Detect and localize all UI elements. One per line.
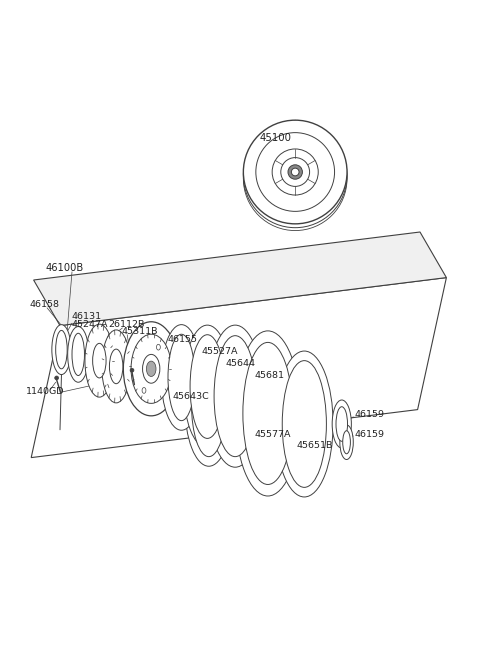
Text: 46131: 46131 xyxy=(71,312,101,321)
Text: 46158: 46158 xyxy=(30,300,60,310)
Ellipse shape xyxy=(56,331,67,369)
Ellipse shape xyxy=(243,342,293,485)
Text: 45577A: 45577A xyxy=(254,430,291,439)
Ellipse shape xyxy=(143,354,160,383)
Text: 46159: 46159 xyxy=(354,430,384,439)
Ellipse shape xyxy=(156,344,160,350)
Ellipse shape xyxy=(288,165,302,179)
Ellipse shape xyxy=(190,335,225,438)
Text: 46159: 46159 xyxy=(354,410,384,419)
Ellipse shape xyxy=(146,361,156,377)
Text: 45644: 45644 xyxy=(226,359,255,367)
Text: 45651B: 45651B xyxy=(297,441,333,450)
Ellipse shape xyxy=(343,431,350,454)
Ellipse shape xyxy=(123,321,179,416)
Ellipse shape xyxy=(207,325,263,467)
Ellipse shape xyxy=(192,353,226,457)
Ellipse shape xyxy=(281,157,310,186)
Ellipse shape xyxy=(55,376,59,380)
Text: 45247A: 45247A xyxy=(71,320,108,329)
Ellipse shape xyxy=(214,336,256,457)
Text: 1140GD: 1140GD xyxy=(26,387,65,396)
Polygon shape xyxy=(34,232,446,325)
Text: 46100B: 46100B xyxy=(46,263,84,273)
Ellipse shape xyxy=(256,133,335,211)
Ellipse shape xyxy=(142,388,146,394)
Ellipse shape xyxy=(336,407,348,441)
Ellipse shape xyxy=(72,333,84,375)
Ellipse shape xyxy=(282,361,326,487)
Polygon shape xyxy=(31,277,446,458)
Ellipse shape xyxy=(276,351,333,497)
Ellipse shape xyxy=(130,368,134,372)
Text: 45643C: 45643C xyxy=(173,392,210,401)
Ellipse shape xyxy=(291,168,299,176)
Text: 26112B: 26112B xyxy=(108,320,144,329)
Ellipse shape xyxy=(85,324,114,397)
Ellipse shape xyxy=(340,425,353,459)
Ellipse shape xyxy=(183,325,231,448)
Text: 45681: 45681 xyxy=(254,371,284,380)
Ellipse shape xyxy=(93,343,106,378)
Ellipse shape xyxy=(109,349,123,384)
Ellipse shape xyxy=(52,325,71,375)
Ellipse shape xyxy=(168,335,195,420)
Ellipse shape xyxy=(68,327,89,382)
Text: 45527A: 45527A xyxy=(202,346,238,356)
Ellipse shape xyxy=(243,120,347,224)
Ellipse shape xyxy=(161,325,202,430)
Ellipse shape xyxy=(102,330,131,403)
Text: 46155: 46155 xyxy=(167,335,197,344)
Ellipse shape xyxy=(332,400,351,448)
Ellipse shape xyxy=(131,335,171,403)
Text: 45100: 45100 xyxy=(260,133,292,144)
Text: 45311B: 45311B xyxy=(121,327,158,337)
Ellipse shape xyxy=(185,343,233,466)
Ellipse shape xyxy=(235,331,300,496)
Ellipse shape xyxy=(272,149,318,195)
